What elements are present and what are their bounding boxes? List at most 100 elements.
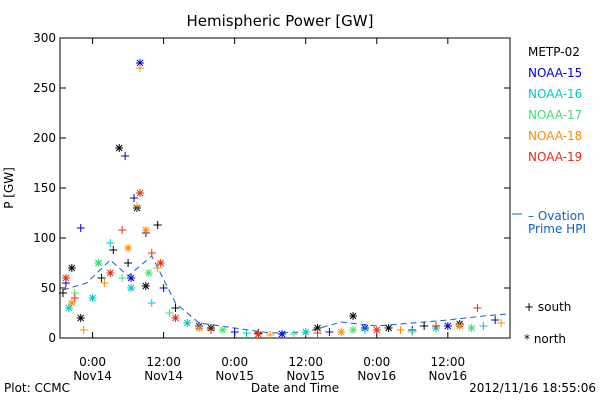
data-point (467, 324, 476, 332)
legend-entry: NOAA-16 (528, 87, 582, 101)
south-marker-label: + south (524, 300, 571, 314)
data-point (61, 274, 70, 282)
data-point (159, 284, 168, 292)
x-tick-label-time: 0:00 (221, 355, 248, 369)
data-point (141, 282, 150, 290)
chart-title: Hemispheric Power [GW] (187, 12, 374, 30)
data-points (58, 59, 506, 339)
data-point (254, 330, 263, 338)
data-point (127, 284, 136, 292)
data-point (455, 322, 464, 330)
y-axis-label: P [GW] (2, 167, 16, 209)
x-tick-label-day: Nov16 (428, 369, 467, 383)
data-point (118, 226, 127, 234)
data-point (230, 328, 239, 336)
data-point (360, 326, 369, 334)
data-point (127, 274, 136, 282)
y-tick-label: 250 (33, 81, 56, 95)
data-point (141, 226, 150, 234)
data-point (171, 304, 180, 312)
y-tick-label: 100 (33, 231, 56, 245)
data-point (242, 329, 251, 337)
data-point (106, 239, 115, 247)
data-point (94, 259, 103, 267)
data-point (106, 269, 115, 277)
data-point (420, 322, 429, 330)
x-axis: 0:00Nov1412:00Nov140:00Nov1512:00Nov150:… (73, 38, 467, 383)
data-point (337, 328, 346, 336)
legend-entry: NOAA-19 (528, 150, 582, 164)
data-point (325, 328, 334, 336)
data-point (144, 269, 153, 277)
data-point (301, 328, 310, 336)
data-point (135, 64, 144, 72)
data-point (58, 289, 67, 297)
data-point (396, 326, 405, 334)
data-point (408, 328, 417, 336)
north-marker-label: * north (524, 332, 566, 346)
y-tick-label: 0 (48, 331, 56, 345)
data-point (171, 314, 180, 322)
data-point (497, 319, 506, 327)
data-point (156, 259, 165, 267)
data-point (109, 246, 118, 254)
x-tick-label-time: 0:00 (79, 355, 106, 369)
data-point (384, 324, 393, 332)
data-point (278, 330, 287, 338)
legend-entry: NOAA-15 (528, 66, 582, 80)
ovation-legend-label-1: – Ovation (528, 209, 585, 223)
data-point (67, 299, 76, 307)
data-point (443, 322, 452, 330)
x-tick-label-day: Nov15 (215, 369, 254, 383)
x-tick-label-day: Nov15 (286, 369, 325, 383)
data-point (97, 274, 106, 282)
data-point (135, 189, 144, 197)
data-point (79, 326, 88, 334)
y-tick-label: 150 (33, 181, 56, 195)
data-point (491, 316, 500, 324)
x-tick-label-time: 12:00 (146, 355, 181, 369)
data-point (76, 224, 85, 232)
legend-entry: METP-02 (528, 45, 580, 59)
data-point (124, 244, 133, 252)
data-point (349, 326, 358, 334)
ovation-line-series (62, 255, 508, 334)
data-point (153, 221, 162, 229)
x-tick-label-day: Nov14 (144, 369, 183, 383)
y-tick-label: 300 (33, 31, 56, 45)
x-tick-label-time: 0:00 (363, 355, 390, 369)
data-point (100, 279, 109, 287)
data-point (115, 144, 124, 152)
data-point (266, 331, 275, 339)
x-tick-label-time: 12:00 (288, 355, 323, 369)
data-point (165, 309, 174, 317)
data-point (195, 324, 204, 332)
data-point (147, 249, 156, 257)
x-tick-label-day: Nov14 (73, 369, 112, 383)
y-tick-label: 50 (41, 281, 56, 295)
ovation-legend-label-2: Prime HPI (528, 222, 586, 236)
legend-entry: NOAA-17 (528, 108, 582, 122)
data-point (130, 194, 139, 202)
data-point (313, 329, 322, 337)
data-point (132, 202, 141, 210)
data-point (121, 152, 130, 160)
data-point (206, 326, 215, 334)
plot-timestamp: 2012/11/16 18:55:06 (469, 381, 596, 395)
x-tick-label-day: Nov16 (357, 369, 396, 383)
data-point (349, 312, 358, 320)
data-point (473, 304, 482, 312)
plot-credit: Plot: CCMC (4, 381, 70, 395)
data-point (67, 264, 76, 272)
data-point (289, 330, 298, 338)
data-point (431, 322, 440, 330)
data-point (124, 259, 133, 267)
data-point (479, 322, 488, 330)
data-point (183, 319, 192, 327)
y-tick-label: 200 (33, 131, 56, 145)
data-point (372, 326, 381, 334)
x-tick-label-time: 12:00 (431, 355, 466, 369)
data-point (88, 294, 97, 302)
data-point (118, 274, 127, 282)
